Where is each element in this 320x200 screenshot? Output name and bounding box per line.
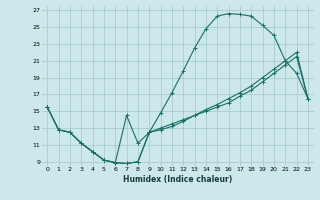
- X-axis label: Humidex (Indice chaleur): Humidex (Indice chaleur): [123, 175, 232, 184]
